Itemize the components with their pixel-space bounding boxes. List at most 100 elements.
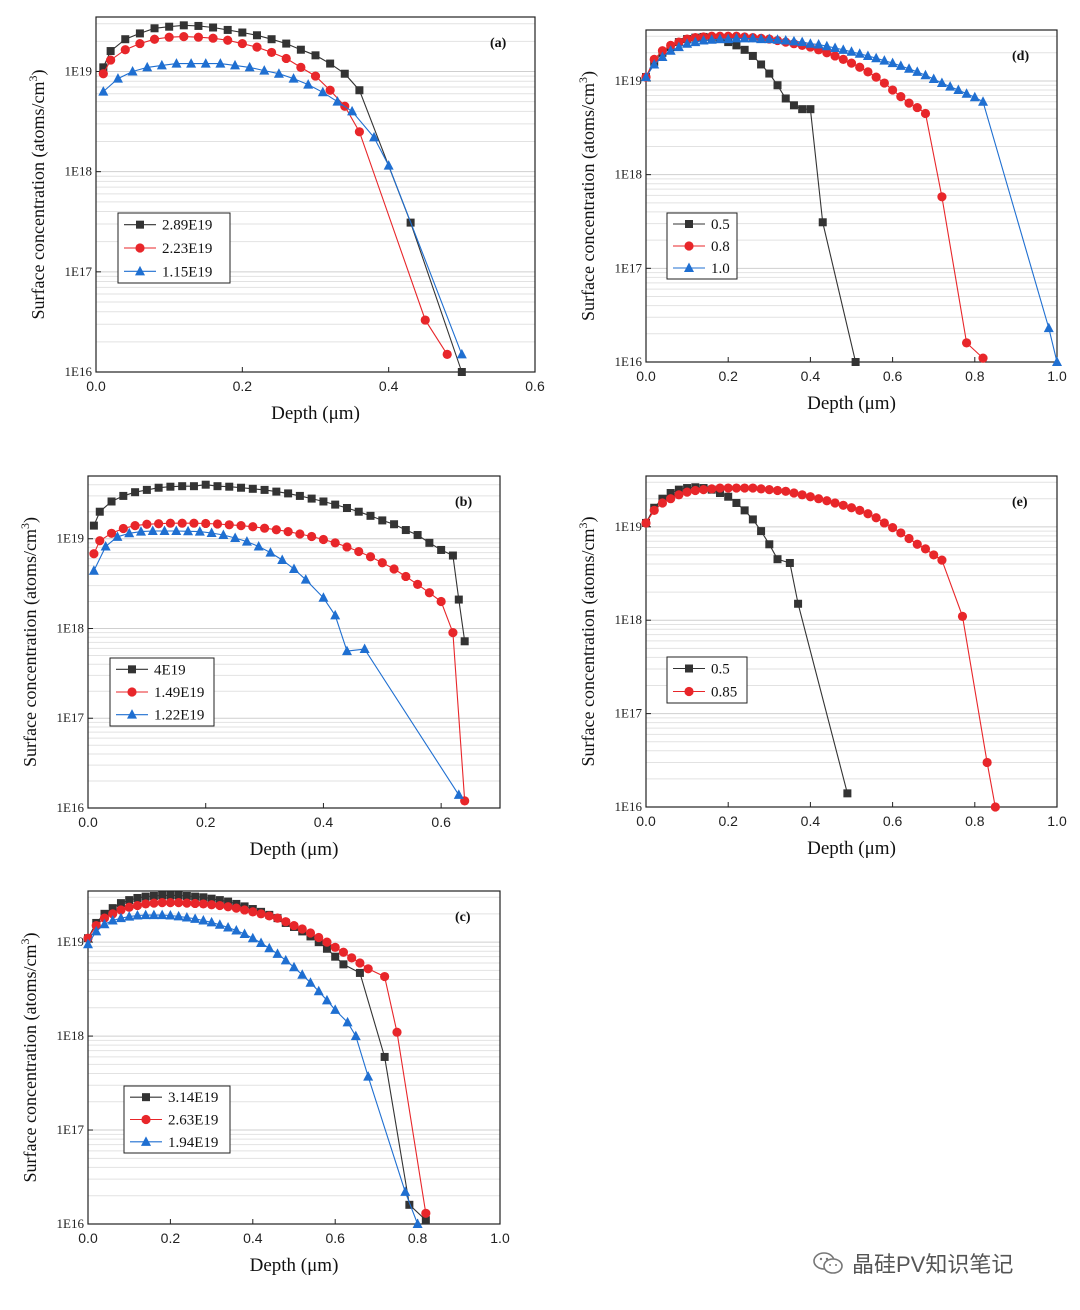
- data-point: [765, 69, 774, 78]
- data-point: [186, 58, 197, 68]
- data-point: [896, 528, 906, 538]
- data-point: [843, 789, 852, 798]
- y-tick-label: 1E17: [65, 264, 93, 279]
- data-point: [896, 92, 906, 102]
- data-point: [119, 491, 128, 500]
- data-point: [732, 498, 741, 507]
- data-point: [454, 595, 463, 604]
- data-point: [264, 942, 275, 953]
- data-point: [165, 22, 174, 31]
- data-point: [223, 25, 232, 34]
- x-tick-label: 0.6: [325, 1230, 345, 1246]
- data-point: [355, 968, 364, 977]
- data-point: [142, 485, 151, 494]
- data-point: [171, 525, 182, 535]
- data-point: [317, 86, 328, 97]
- x-tick-label: 0.8: [408, 1230, 428, 1246]
- data-point: [199, 893, 208, 902]
- data-point: [978, 96, 989, 106]
- data-point: [764, 33, 775, 44]
- data-point: [252, 42, 262, 52]
- data-point: [871, 52, 882, 63]
- data-point: [120, 45, 130, 55]
- data-point: [318, 534, 329, 545]
- data-point: [150, 24, 159, 33]
- legend-swatch-marker: [128, 665, 136, 674]
- legend-swatch-marker: [685, 664, 693, 673]
- data-point: [115, 912, 126, 923]
- x-tick-label: 1.0: [1047, 368, 1067, 384]
- series-0: [642, 32, 860, 366]
- data-point: [125, 896, 134, 905]
- panel-label: (e): [1012, 495, 1028, 510]
- data-point: [239, 905, 250, 915]
- legend-swatch-marker: [685, 220, 693, 228]
- data-point: [297, 969, 308, 979]
- y-tick-label: 1E19: [615, 519, 642, 534]
- data-point: [854, 48, 865, 58]
- data-point: [248, 522, 258, 532]
- data-point: [413, 579, 423, 589]
- data-point: [135, 38, 145, 49]
- series-line: [93, 484, 466, 642]
- data-point: [740, 506, 749, 515]
- data-point: [112, 73, 123, 83]
- data-point: [781, 94, 790, 103]
- data-point: [141, 892, 150, 901]
- data-point: [112, 531, 123, 541]
- data-point: [248, 907, 258, 917]
- data-point: [147, 525, 158, 535]
- data-point: [425, 538, 434, 547]
- data-point: [456, 348, 467, 359]
- x-tick-label: 0.4: [379, 378, 399, 394]
- data-point: [838, 44, 849, 54]
- data-point: [325, 85, 335, 95]
- data-point: [912, 102, 922, 113]
- legend: 2.89E19 2.23E19 1.15E19: [117, 212, 231, 284]
- data-point: [116, 899, 125, 908]
- data-point: [740, 483, 750, 493]
- data-point: [98, 69, 108, 79]
- series-2: [88, 525, 464, 799]
- series-2: [83, 909, 423, 1228]
- data-point: [116, 905, 126, 915]
- data-point: [91, 925, 102, 936]
- data-point: [813, 39, 824, 49]
- data-point: [453, 789, 464, 799]
- data-point: [424, 588, 434, 598]
- data-point: [682, 487, 692, 497]
- plot-frame: [95, 16, 536, 373]
- data-point: [127, 65, 138, 76]
- data-point: [321, 994, 332, 1005]
- data-point: [313, 985, 324, 996]
- x-axis-label: Depth (μm): [250, 839, 339, 860]
- x-tick-label: 0.2: [233, 378, 253, 394]
- data-point: [108, 904, 117, 913]
- data-point: [342, 542, 352, 552]
- data-point: [674, 485, 683, 494]
- data-point: [108, 909, 118, 919]
- data-point: [223, 902, 233, 912]
- data-point: [311, 51, 320, 60]
- data-point: [88, 565, 99, 575]
- data-point: [838, 500, 848, 510]
- data-point: [135, 29, 144, 38]
- legend-entry: 2.89E19: [162, 218, 212, 234]
- data-point: [179, 21, 188, 30]
- data-point: [296, 62, 306, 72]
- data-point: [863, 509, 873, 519]
- data-point: [194, 21, 203, 30]
- data-point: [100, 540, 111, 551]
- data-point: [265, 547, 276, 557]
- data-point: [814, 494, 824, 504]
- series-line: [645, 35, 984, 359]
- data-point: [1052, 356, 1062, 366]
- data-point: [224, 520, 234, 530]
- watermark-text: 晶硅PV知识笔记: [852, 1252, 1014, 1277]
- data-point: [436, 596, 446, 607]
- y-tick-label: 1E18: [57, 620, 84, 635]
- x-tick-label: 0.4: [314, 814, 334, 830]
- data-point: [366, 511, 375, 520]
- data-point: [937, 192, 947, 202]
- data-point: [363, 964, 373, 974]
